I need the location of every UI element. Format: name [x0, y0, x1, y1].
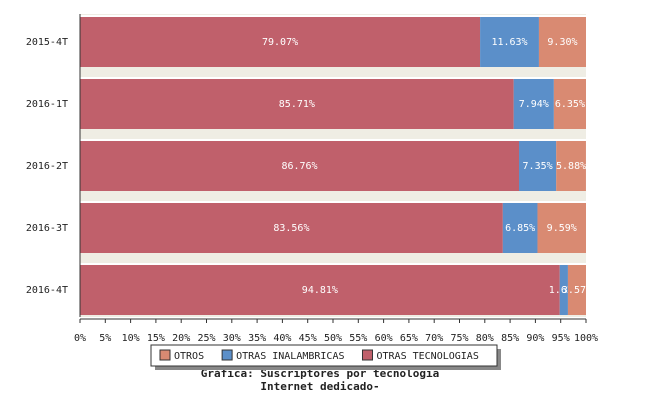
bar-segment: [538, 17, 586, 67]
bar-segment: [80, 203, 503, 253]
value-label: 79.07%: [262, 37, 298, 48]
bar-segment: [556, 141, 586, 191]
x-tick-label: 100%: [574, 333, 598, 344]
x-tick-label: 90%: [526, 333, 544, 344]
value-label: 6.85%: [505, 223, 535, 234]
legend-swatch: [221, 349, 233, 361]
value-label: 86.76%: [281, 161, 317, 172]
x-tick-label: 65%: [400, 333, 418, 344]
bar-segment: [513, 79, 554, 129]
x-tick-label: 50%: [324, 333, 342, 344]
legend-label: OTROS: [174, 351, 204, 362]
value-label: 11.63%: [491, 37, 527, 48]
value-label: 83.56%: [273, 223, 309, 234]
value-label: 6.35%: [555, 99, 585, 110]
x-tick-label: 0%: [74, 333, 86, 344]
x-tick-label: 85%: [501, 333, 519, 344]
bar-segment: [80, 141, 520, 191]
bar-segment: [559, 265, 568, 315]
bar-segment: [519, 141, 557, 191]
value-label: 3.57%: [562, 285, 592, 296]
legend-label: OTRAS INALAMBRICAS: [236, 351, 344, 362]
y-tick-label: 2016-2T: [26, 161, 68, 172]
bar-segment: [502, 203, 538, 253]
value-label: 7.35%: [523, 161, 553, 172]
bar-segment: [567, 265, 586, 315]
bar-segment: [80, 17, 481, 67]
value-label: 9.30%: [547, 37, 577, 48]
y-tick-label: 2016-1T: [26, 99, 68, 110]
value-label: 5.88%: [556, 161, 586, 172]
bar-segment: [537, 203, 586, 253]
value-label: 85.71%: [279, 99, 315, 110]
legend-label: OTRAS TECNOLOGIAS: [376, 351, 478, 362]
bar-segment: [80, 265, 560, 315]
x-tick-label: 5%: [99, 333, 111, 344]
y-tick-label: 2016-4T: [26, 285, 68, 296]
x-tick-label: 40%: [273, 333, 291, 344]
chart-title: Gráfica: Suscriptores por tecnologia: [201, 367, 439, 380]
legend-swatch: [361, 349, 373, 361]
value-label: 9.59%: [547, 223, 577, 234]
x-tick-label: 30%: [223, 333, 241, 344]
x-tick-label: 25%: [197, 333, 215, 344]
bar-segment: [80, 79, 514, 129]
bar-segment: [480, 17, 539, 67]
legend-swatch: [159, 349, 171, 361]
x-tick-label: 15%: [147, 333, 165, 344]
value-label: 1.62%: [549, 285, 579, 296]
x-tick-label: 35%: [248, 333, 266, 344]
y-tick-label: 2015-4T: [26, 37, 68, 48]
x-tick-label: 10%: [122, 333, 140, 344]
value-label: 94.81%: [302, 285, 338, 296]
bar-segment: [553, 79, 586, 129]
x-tick-label: 45%: [299, 333, 317, 344]
x-tick-label: 60%: [375, 333, 393, 344]
legend-box: [150, 344, 498, 367]
y-tick-label: 2016-3T: [26, 223, 68, 234]
x-tick-label: 80%: [476, 333, 494, 344]
x-tick-label: 95%: [552, 333, 570, 344]
x-tick-label: 75%: [450, 333, 468, 344]
x-tick-label: 20%: [172, 333, 190, 344]
chart-subtitle: Internet dedicado-: [260, 380, 379, 393]
x-tick-label: 55%: [349, 333, 367, 344]
x-tick-label: 70%: [425, 333, 443, 344]
value-label: 7.94%: [519, 99, 549, 110]
